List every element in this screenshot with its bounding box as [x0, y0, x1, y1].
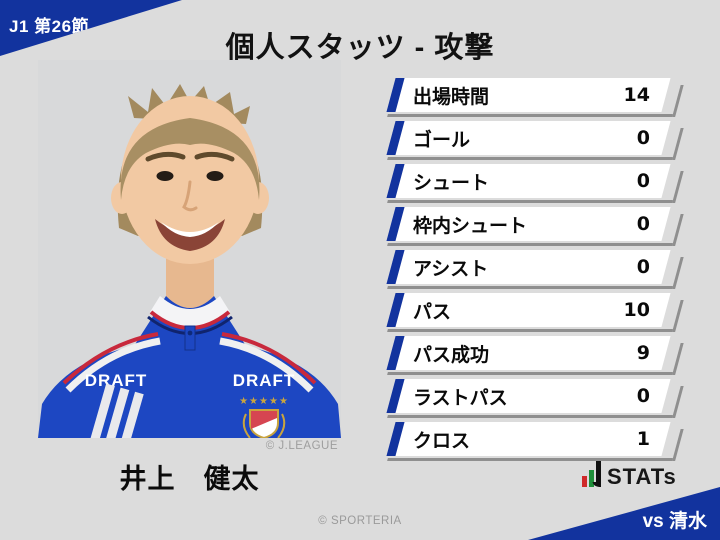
- stat-row: 出場時間 14: [386, 78, 671, 112]
- stat-label: パス成功: [413, 344, 490, 366]
- crest-stars: ★★★★★: [239, 396, 289, 407]
- stat-row: ラストパス 0: [386, 379, 671, 413]
- stat-label: アシスト: [413, 258, 489, 280]
- player-portrait-illustration: DRAFT DRAFT ★★★★★: [38, 60, 341, 438]
- stat-value: 0: [636, 170, 650, 192]
- stat-label: パス: [413, 301, 452, 323]
- opponent-label: vs 清水: [642, 511, 707, 532]
- bar-chart-icon: [582, 461, 601, 487]
- stat-value: 9: [636, 342, 650, 364]
- stat-value: 10: [623, 299, 650, 321]
- stat-label: ラストパス: [413, 387, 508, 409]
- player-name: 井上 健太: [119, 464, 260, 494]
- jersey-sponsor-right: DRAFT: [233, 371, 296, 390]
- page-title: 個人スタッツ - 攻撃: [225, 32, 495, 64]
- stat-row: アシスト 0: [386, 250, 671, 284]
- matchweek-label: J1 第26節: [9, 17, 90, 36]
- player-photo: DRAFT DRAFT ★★★★★: [38, 60, 341, 438]
- stats-list: 出場時間 14 ゴール 0 シュート 0 枠内シュート 0: [386, 78, 671, 465]
- jersey-stripes: [89, 383, 144, 438]
- stat-row: パス成功 9: [386, 336, 671, 370]
- site-credit: © SPORTERIA: [318, 515, 402, 527]
- stats-logo-text: STATs: [607, 464, 677, 489]
- stats-logo: STATs: [582, 461, 677, 488]
- stat-value: 0: [636, 256, 650, 278]
- stat-label: 出場時間: [413, 86, 490, 108]
- jersey-collar: [150, 296, 230, 328]
- stat-value: 0: [636, 127, 650, 149]
- stat-value: 14: [623, 84, 650, 106]
- stat-value: 0: [636, 385, 650, 407]
- stat-row: 枠内シュート 0: [386, 207, 671, 241]
- stat-value: 1: [636, 428, 650, 450]
- stat-row: シュート 0: [386, 164, 671, 198]
- photo-credit: © J.LEAGUE: [265, 440, 338, 452]
- player-jersey: [38, 296, 341, 438]
- stat-value: 0: [636, 213, 650, 235]
- opponent-banner: vs 清水: [528, 487, 720, 540]
- jersey-sponsor-left: DRAFT: [85, 371, 148, 390]
- stat-label: クロス: [413, 430, 471, 452]
- stat-label: ゴール: [413, 129, 471, 151]
- stat-row: クロス 1: [386, 422, 671, 456]
- stat-row: パス 10: [386, 293, 671, 327]
- stat-label: シュート: [413, 172, 490, 194]
- stat-label: 枠内シュート: [413, 215, 528, 237]
- stat-row: ゴール 0: [386, 121, 671, 155]
